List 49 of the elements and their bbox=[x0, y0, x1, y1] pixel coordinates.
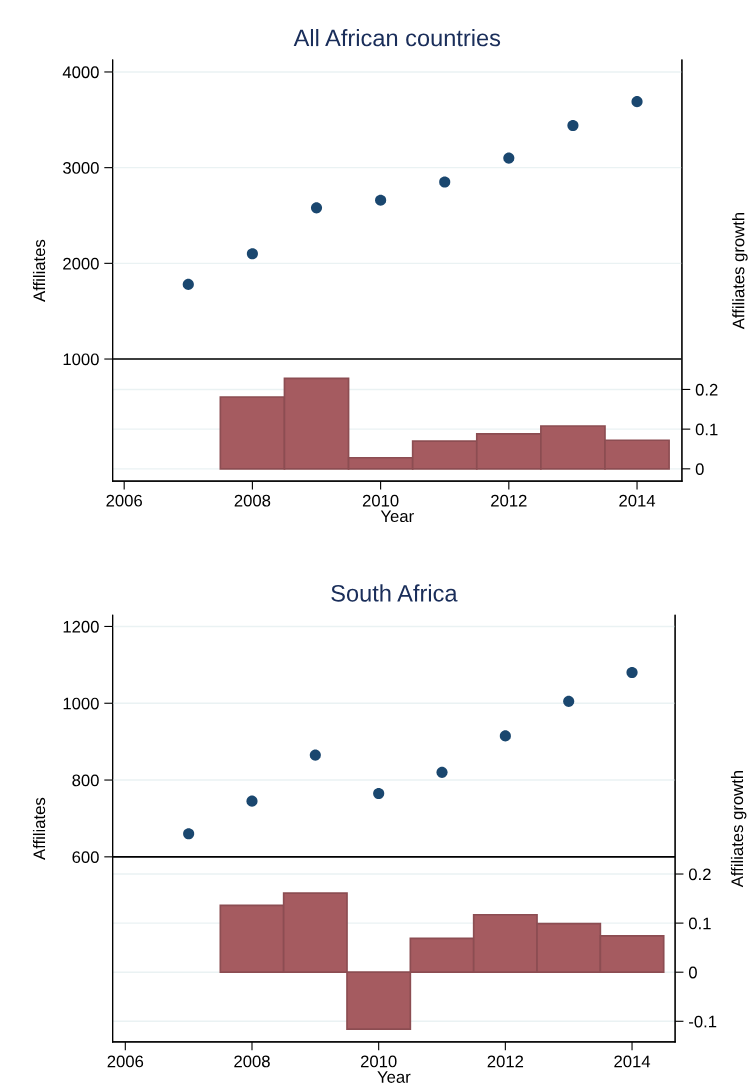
x-axis-title: Year bbox=[380, 510, 414, 523]
y-tick-label: 2000 bbox=[63, 257, 99, 270]
x-tick-label: 2010 bbox=[360, 1055, 397, 1068]
x-tick-label: 2012 bbox=[487, 1055, 524, 1068]
x-axis-title: Year bbox=[377, 1071, 411, 1083]
point bbox=[563, 695, 575, 707]
point bbox=[499, 730, 511, 742]
y2-tick-label: 0.2 bbox=[688, 868, 711, 881]
point bbox=[626, 666, 638, 679]
y2-tick-label: 0.1 bbox=[695, 423, 718, 436]
point bbox=[631, 96, 643, 108]
point bbox=[310, 202, 323, 214]
point bbox=[567, 120, 579, 132]
x-tick-label: 2010 bbox=[362, 494, 399, 507]
x-tick-label: 2006 bbox=[106, 494, 142, 507]
x-tick-label: 2014 bbox=[614, 1055, 651, 1068]
y2-tick-label: 0 bbox=[688, 966, 697, 979]
point bbox=[436, 766, 448, 778]
point bbox=[183, 828, 195, 840]
y-tick-label: 1000 bbox=[63, 697, 99, 710]
y2-tick-label: -0.1 bbox=[689, 1015, 717, 1028]
point bbox=[246, 248, 258, 260]
point bbox=[439, 176, 451, 188]
point bbox=[246, 795, 258, 807]
y-tick-label: 800 bbox=[72, 774, 99, 787]
y-tick-label: 1000 bbox=[63, 353, 99, 366]
point bbox=[373, 787, 385, 800]
x-tick-label: 2008 bbox=[234, 494, 271, 507]
y-tick-label: 4000 bbox=[62, 66, 99, 79]
y2-tick-label: 0 bbox=[695, 463, 704, 476]
x-tick-label: 2008 bbox=[234, 1055, 270, 1068]
point bbox=[309, 749, 321, 761]
y-tick-label: 1200 bbox=[63, 620, 99, 633]
point bbox=[375, 194, 387, 206]
y-axis-title: Affiliates bbox=[32, 239, 46, 302]
y-tick-label: 600 bbox=[72, 851, 99, 864]
y2-tick-label: 0.2 bbox=[695, 383, 718, 396]
chart-title: All African countries bbox=[293, 29, 501, 47]
point bbox=[182, 278, 194, 290]
chart-title: South Africa bbox=[331, 584, 458, 602]
y2-axis-title: Affiliates growth bbox=[732, 212, 748, 330]
y2-tick-label: 0.1 bbox=[688, 917, 711, 930]
x-tick-label: 2012 bbox=[491, 494, 527, 507]
y-axis-title: Affiliates bbox=[32, 797, 46, 860]
x-tick-label: 2006 bbox=[107, 1055, 144, 1068]
x-tick-label: 2014 bbox=[619, 494, 656, 507]
y-tick-label: 3000 bbox=[63, 162, 99, 174]
y2-axis-title: Affiliates growth bbox=[730, 771, 747, 888]
point bbox=[503, 152, 515, 164]
